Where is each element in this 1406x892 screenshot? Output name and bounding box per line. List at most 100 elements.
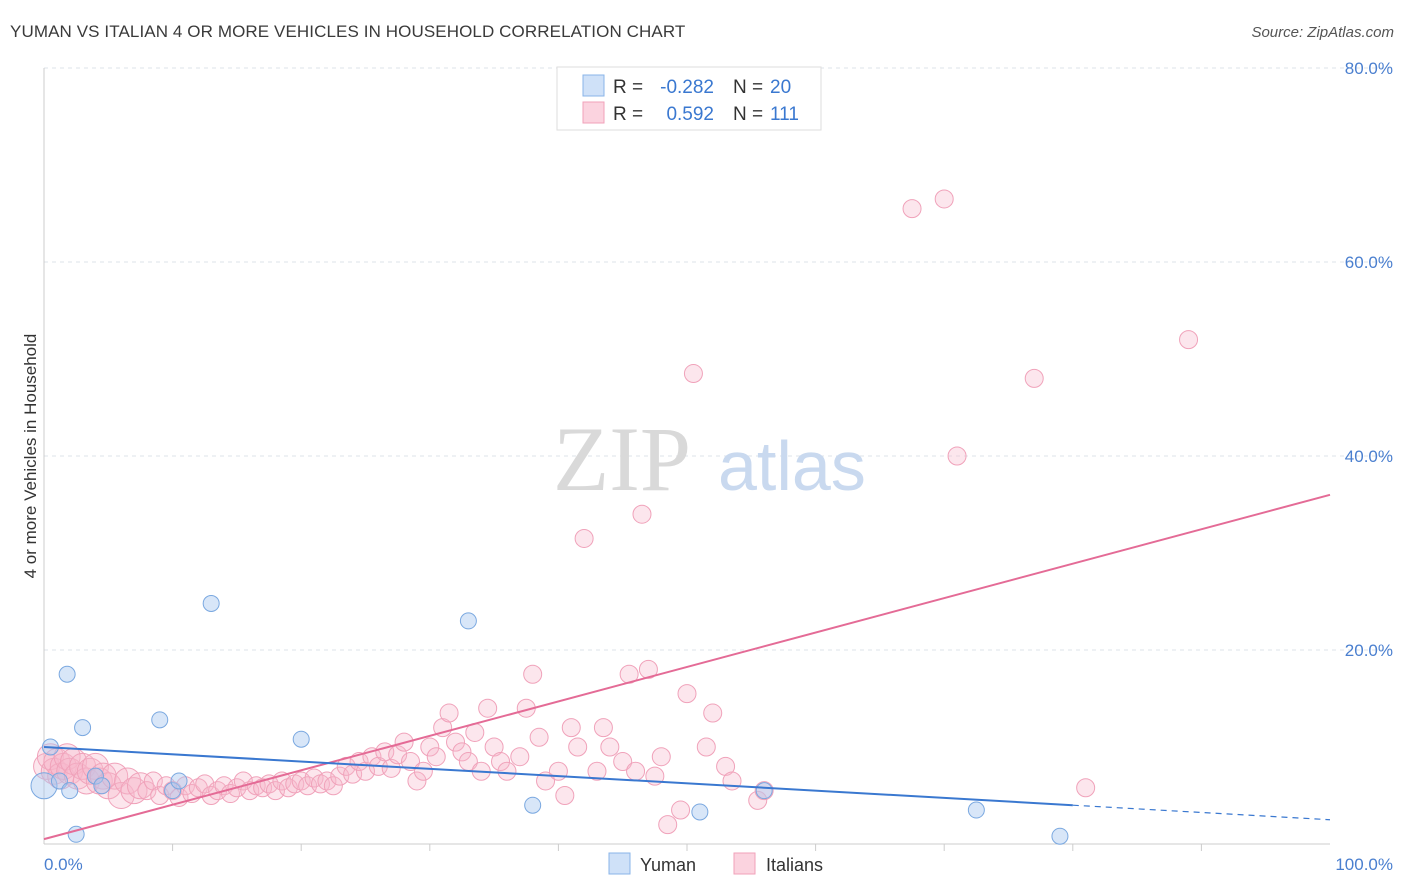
- y-tick-label: 40.0%: [1345, 447, 1393, 466]
- italians-point: [677, 684, 697, 704]
- italians-point: [658, 815, 678, 835]
- italians-point: [529, 727, 549, 747]
- italians-point: [137, 781, 157, 801]
- italians-point: [947, 446, 967, 466]
- italians-point: [716, 756, 736, 776]
- yuman-point: [202, 594, 220, 612]
- italians-point: [484, 737, 504, 757]
- italians-point: [638, 659, 658, 679]
- legend-swatch-yuman: [582, 74, 605, 97]
- italians-point: [600, 737, 620, 757]
- yuman-point: [1051, 827, 1069, 845]
- yuman-point: [524, 796, 542, 814]
- legend-label-italians: Italians: [766, 855, 823, 875]
- y-tick-label: 80.0%: [1345, 59, 1393, 78]
- italians-trend-line: [43, 493, 1331, 841]
- italians-point: [452, 742, 472, 762]
- series-legend: Yuman Italians: [608, 852, 823, 875]
- italians-point: [407, 771, 427, 791]
- italians-point: [651, 747, 671, 767]
- italians-point: [1024, 368, 1044, 388]
- legend-n-label: N =: [733, 77, 763, 98]
- yuman-point: [151, 711, 169, 729]
- italians-point: [356, 761, 375, 781]
- italians-point: [626, 761, 646, 781]
- legend-r-label: R =: [613, 104, 643, 125]
- italians-point: [446, 732, 466, 752]
- italians-point: [593, 718, 613, 738]
- yuman-point: [292, 730, 310, 748]
- italians-point: [1179, 330, 1199, 350]
- legend-r-label: R =: [613, 77, 643, 98]
- watermark-zip: ZIP: [553, 408, 691, 510]
- tick-labels: 20.0% 40.0% 60.0% 80.0% 0.0% 100.0%: [44, 59, 1393, 874]
- legend-label-yuman: Yuman: [640, 855, 696, 875]
- italians-point: [902, 199, 922, 219]
- yuman-point: [74, 719, 92, 737]
- italians-point: [1076, 778, 1096, 798]
- italians-point: [491, 752, 511, 772]
- yuman-point: [459, 612, 477, 630]
- legend-r-value: -0.282: [660, 77, 714, 98]
- italians-point: [754, 781, 774, 801]
- italians-point: [934, 189, 954, 209]
- y-tick-label: 60.0%: [1345, 253, 1393, 272]
- legend-n-label: N =: [733, 104, 763, 125]
- gridlines: [44, 67, 1392, 651]
- italians-point: [401, 752, 421, 772]
- italians-point: [317, 771, 337, 791]
- yuman-point: [30, 772, 58, 800]
- italians-point: [323, 776, 343, 796]
- yuman-trend-line: [43, 746, 1073, 807]
- yuman-point: [170, 772, 188, 790]
- x-tick-label: 100.0%: [1335, 855, 1393, 874]
- italians-point: [478, 698, 498, 718]
- legend-swatch-italians: [733, 852, 756, 875]
- legend-n-value: 20: [770, 77, 791, 98]
- italians-point: [683, 364, 703, 384]
- trend-lines: [43, 493, 1331, 841]
- italians-point: [85, 767, 113, 795]
- italians-point: [555, 786, 575, 805]
- data-points: [30, 189, 1199, 845]
- italians-point: [143, 771, 163, 791]
- correlation-legend: R = -0.282 N = 20 R = 0.592 N = 111: [556, 66, 822, 131]
- italians-point: [426, 747, 446, 767]
- italians-point: [497, 761, 517, 781]
- legend-swatch-italians: [582, 101, 605, 124]
- watermark-atlas: atlas: [718, 427, 866, 505]
- legend-n-value: 111: [770, 104, 799, 125]
- italians-point: [703, 703, 723, 723]
- italians-point: [574, 528, 594, 548]
- italians-point: [523, 664, 543, 684]
- italians-point: [671, 800, 691, 820]
- italians-point: [613, 752, 633, 772]
- chart-title: YUMAN VS ITALIAN 4 OR MORE VEHICLES IN H…: [10, 22, 686, 41]
- chart-source: Source: ZipAtlas.com: [1251, 24, 1394, 41]
- italians-point: [696, 737, 716, 757]
- italians-point: [748, 790, 768, 810]
- yuman-point: [86, 767, 104, 785]
- italians-point: [265, 781, 285, 801]
- yuman-point: [93, 777, 111, 795]
- italians-point: [587, 761, 607, 781]
- italians-point: [561, 718, 581, 738]
- italians-point: [291, 771, 311, 791]
- y-tick-label: 20.0%: [1345, 641, 1393, 660]
- italians-point: [201, 786, 221, 805]
- italians-point: [420, 737, 440, 757]
- italians-point: [548, 761, 568, 781]
- italians-point: [510, 747, 530, 767]
- yuman-point: [967, 801, 985, 819]
- legend-r-value: 0.592: [666, 104, 714, 125]
- italians-point: [632, 504, 652, 524]
- x-tick-label: 0.0%: [44, 855, 83, 874]
- legend-swatch-yuman: [608, 852, 631, 875]
- yuman-point: [58, 665, 76, 683]
- yuman-point: [755, 782, 773, 800]
- italians-point: [439, 703, 459, 723]
- yuman-point: [164, 782, 182, 800]
- yuman-trend-extension: [1072, 804, 1331, 821]
- italians-point: [413, 761, 433, 781]
